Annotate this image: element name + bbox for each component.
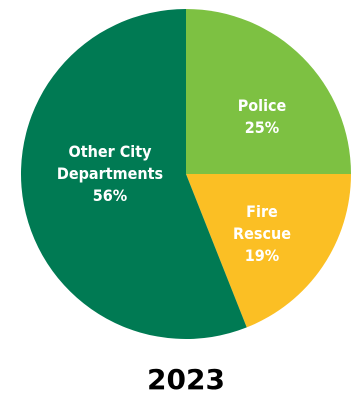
pie-slice-label-0: Police 25% <box>238 96 287 137</box>
pie-slice-0 <box>186 9 351 174</box>
slice-category-label: Rescue <box>233 224 291 243</box>
pie-slices <box>20 8 351 339</box>
pie-slice-label-2: Other City Departments 56% <box>57 142 163 205</box>
pie-labels: Police 25% Fire Rescue 19% Other City Departme… <box>57 96 291 265</box>
pie-slice-1 <box>186 174 351 328</box>
slice-category-label: Departments <box>57 164 163 183</box>
slice-value-label: 56% <box>93 186 127 205</box>
slice-category-label: Police <box>238 96 287 115</box>
chart-title: 2023 <box>147 363 225 396</box>
pie-slice-label-1: Fire Rescue 19% <box>233 202 291 265</box>
slice-value-label: 19% <box>245 246 279 265</box>
slice-category-label: Other City <box>69 142 153 161</box>
slice-value-label: 25% <box>245 118 279 137</box>
slice-category-label: Fire <box>246 202 278 221</box>
pie-slice-2 <box>20 8 247 339</box>
